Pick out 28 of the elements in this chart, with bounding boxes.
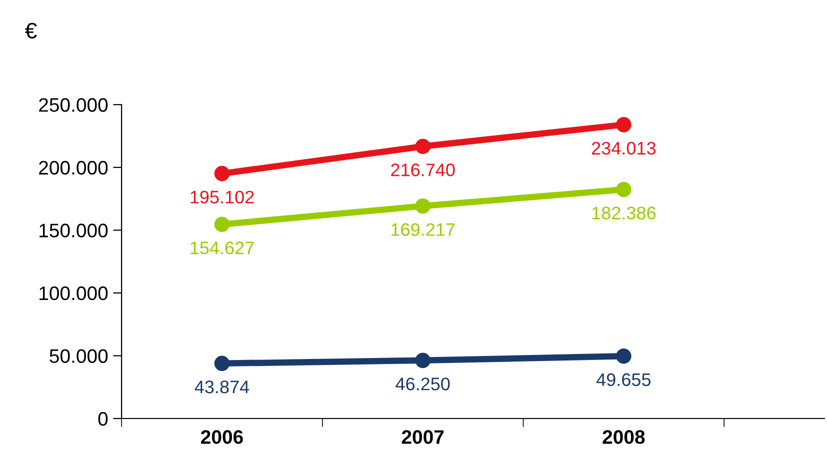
y-tick-label: 150.000 [40, 224, 108, 238]
point [415, 198, 430, 214]
y-tick-label: 250.000 [39, 98, 108, 112]
point [415, 352, 430, 368]
point [616, 348, 632, 364]
x-tick-label: 2006 [201, 430, 243, 444]
point [616, 117, 632, 132]
point [616, 182, 632, 198]
data-label: 46.250 [396, 378, 450, 390]
point [214, 216, 230, 232]
point [415, 138, 430, 154]
data-label: 182.386 [592, 206, 656, 220]
y-tick-label: 0 [98, 412, 108, 426]
y-tick-label: 100.000 [40, 286, 108, 300]
data-label: 43.874 [194, 380, 250, 394]
y-tick-label: 200.000 [39, 160, 108, 175]
y-axis-title: € [24, 22, 37, 39]
data-label: 234.013 [592, 142, 656, 155]
data-label: 49.655 [596, 373, 651, 386]
point [214, 166, 230, 182]
point [214, 356, 230, 372]
data-label: 195.102 [190, 190, 254, 204]
data-label: 169.217 [392, 223, 455, 236]
data-label: 154.627 [190, 242, 254, 254]
x-tick-label: 2008 [602, 430, 645, 444]
y-tick-label: 50.000 [50, 349, 108, 363]
data-label: 216.740 [391, 164, 455, 176]
x-tick-label: 2007 [402, 430, 444, 444]
